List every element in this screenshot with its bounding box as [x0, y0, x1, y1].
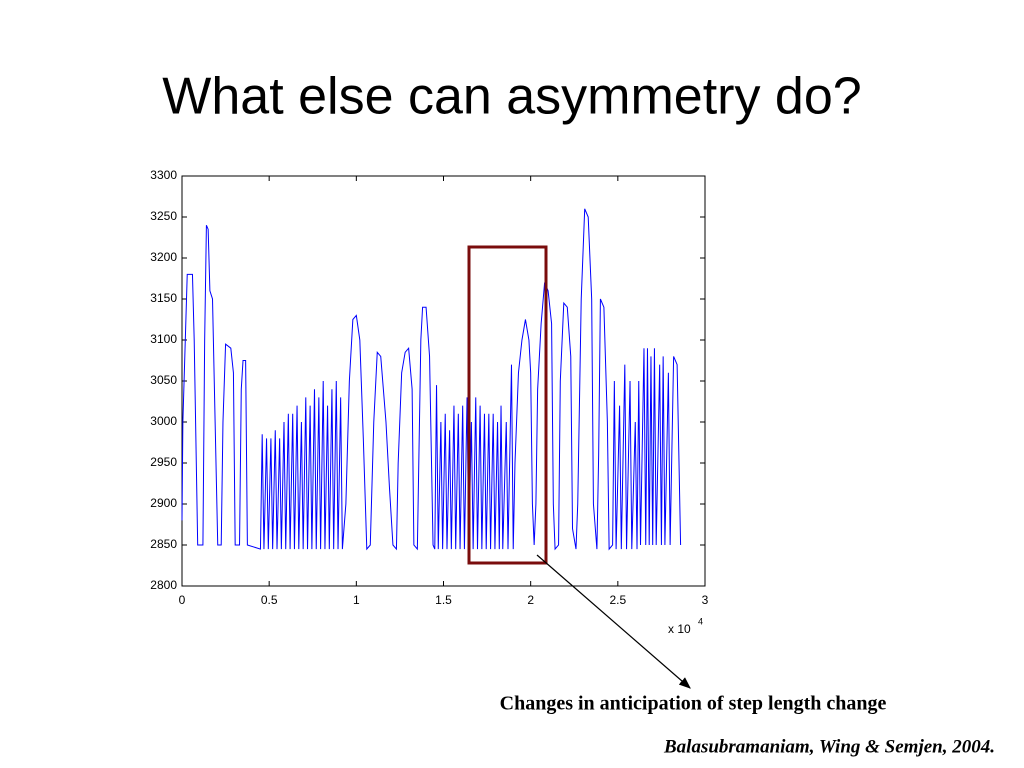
- slide-title: What else can asymmetry do?: [162, 68, 861, 126]
- x-tick-label: 0.5: [261, 593, 278, 607]
- plot: 2800 2850 2900 2950 3000 3050 3100 3150 3200 3250…: [150, 168, 708, 607]
- y-tick-label: 3250: [150, 209, 177, 223]
- y-tick-label: 3000: [150, 414, 177, 428]
- y-tick-label: 2900: [150, 496, 177, 510]
- y-tick-label: 2850: [150, 537, 177, 551]
- axis-multiplier: x 10: [668, 622, 691, 636]
- y-tick-label: 3150: [150, 291, 177, 305]
- y-tick-label: 2950: [150, 455, 177, 469]
- annotation: Changes in anticipation of step length c…: [500, 693, 887, 715]
- highlight-box: [467, 245, 548, 565]
- arrow: [536, 554, 691, 689]
- citation: Balasubramaniam, Wing & Semjen, 2004.: [663, 736, 995, 757]
- x-tick-label: 3: [702, 593, 709, 607]
- x-tick-label: 1.5: [435, 593, 452, 607]
- x-tick-label: 2: [527, 593, 534, 607]
- y-tick-label: 3200: [150, 250, 177, 264]
- y-tick-label: 3050: [150, 373, 177, 387]
- y-tick-label: 3100: [150, 332, 177, 346]
- x-tick-label: 2.5: [609, 593, 626, 607]
- y-tick-label: 2800: [150, 578, 177, 592]
- data-line: [181, 208, 682, 551]
- x-tick-label: 0: [179, 593, 186, 607]
- y-tick-label: 3300: [150, 168, 177, 182]
- axis-multiplier-exponent: 4: [698, 616, 703, 626]
- x-tick-label: 1: [353, 593, 360, 607]
